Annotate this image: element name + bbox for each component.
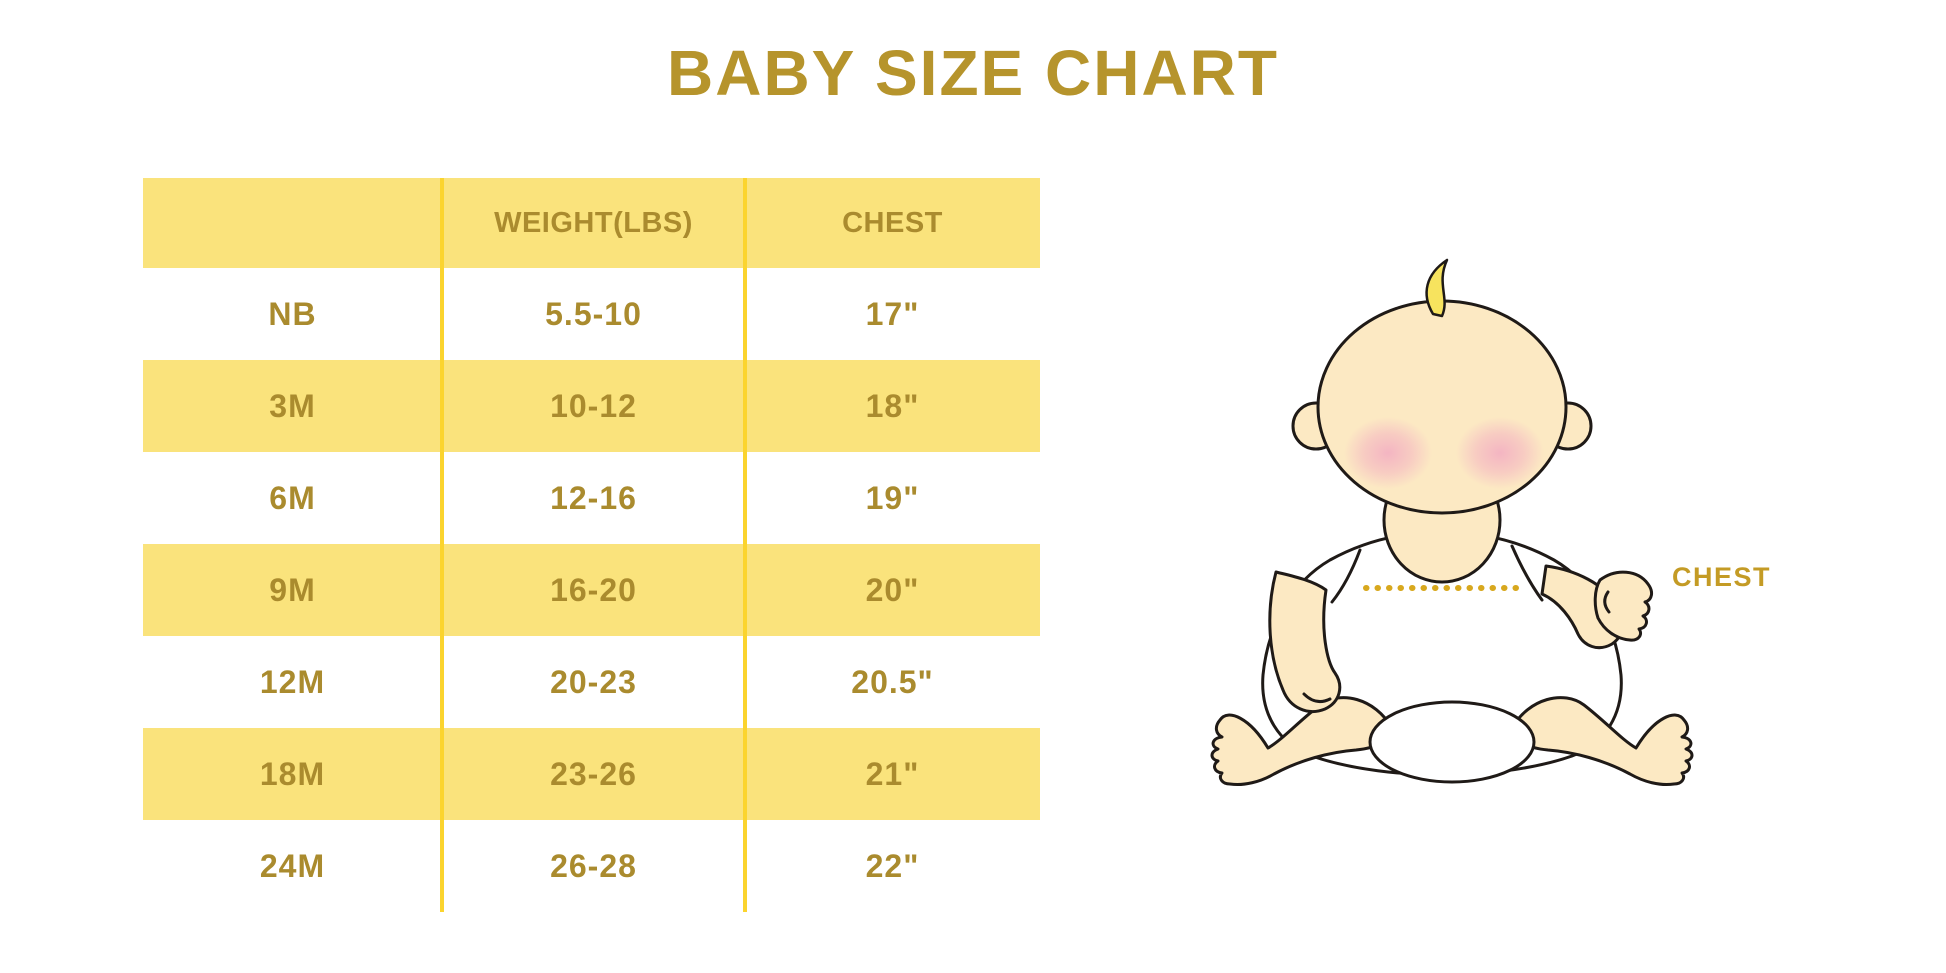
table-row: 3M 10-12 18" (143, 360, 1040, 452)
baby-right-fist (1593, 570, 1654, 642)
weight-cell: 5.5-10 (545, 295, 642, 332)
baby-thumb-line (1603, 590, 1611, 614)
table-row: 24M 26-28 22" (143, 820, 1040, 912)
col-header-chest: CHEST (842, 206, 943, 239)
weight-cell: 16-20 (550, 571, 637, 608)
chest-measure-label: CHEST (1672, 562, 1772, 592)
table-row: 9M 16-20 20" (143, 544, 1040, 636)
size-cell: 24M (259, 847, 326, 884)
col-header-size (143, 178, 442, 268)
size-table: WEIGHT(LBS) CHEST NB 5.5-10 17" 3M 10-12… (143, 178, 1040, 912)
size-cell: 12M (259, 663, 326, 700)
size-cell: 3M (269, 387, 316, 424)
weight-cell: 26-28 (550, 847, 637, 884)
col-header-weight: WEIGHT(LBS) (494, 206, 693, 239)
table-header-row: WEIGHT(LBS) CHEST (143, 178, 1040, 268)
page-title: BABY SIZE CHART (667, 37, 1279, 109)
baby-right-blush (1456, 417, 1544, 489)
weight-cell: 20-23 (550, 663, 637, 700)
size-cell: 6M (269, 479, 316, 516)
weight-cell: 23-26 (550, 755, 637, 792)
chest-cell: 17" (865, 295, 920, 332)
sleeve-slit-left (1330, 548, 1362, 604)
chest-cell: 18" (865, 387, 920, 424)
baby-hair-tuft (1425, 258, 1449, 318)
chest-cell: 19" (865, 479, 920, 516)
table-row: 18M 23-26 21" (143, 728, 1040, 820)
size-cell: 9M (269, 571, 316, 608)
size-cell: 18M (259, 755, 326, 792)
baby-left-blush (1344, 417, 1432, 489)
table-row: NB 5.5-10 17" (143, 268, 1040, 360)
chest-cell: 20.5" (851, 663, 934, 700)
chest-cell: 21" (865, 755, 920, 792)
table-row: 6M 12-16 19" (143, 452, 1040, 544)
size-cell: NB (268, 295, 317, 332)
baby-right-leg (1510, 696, 1694, 786)
weight-cell: 10-12 (550, 387, 637, 424)
baby-left-leg (1210, 696, 1394, 786)
sleeve-slit-right (1510, 544, 1544, 602)
weight-cell: 12-16 (550, 479, 637, 516)
column-divider (440, 178, 444, 912)
baby-head (1316, 299, 1568, 515)
baby-left-arm (1268, 570, 1342, 714)
baby-left-fist-line (1302, 692, 1332, 704)
column-divider (743, 178, 747, 912)
chest-cell: 20" (865, 571, 920, 608)
chest-cell: 22" (865, 847, 920, 884)
table-row: 12M 20-23 20.5" (143, 636, 1040, 728)
baby-diaper (1368, 700, 1536, 784)
baby-illustration (1210, 258, 1694, 786)
